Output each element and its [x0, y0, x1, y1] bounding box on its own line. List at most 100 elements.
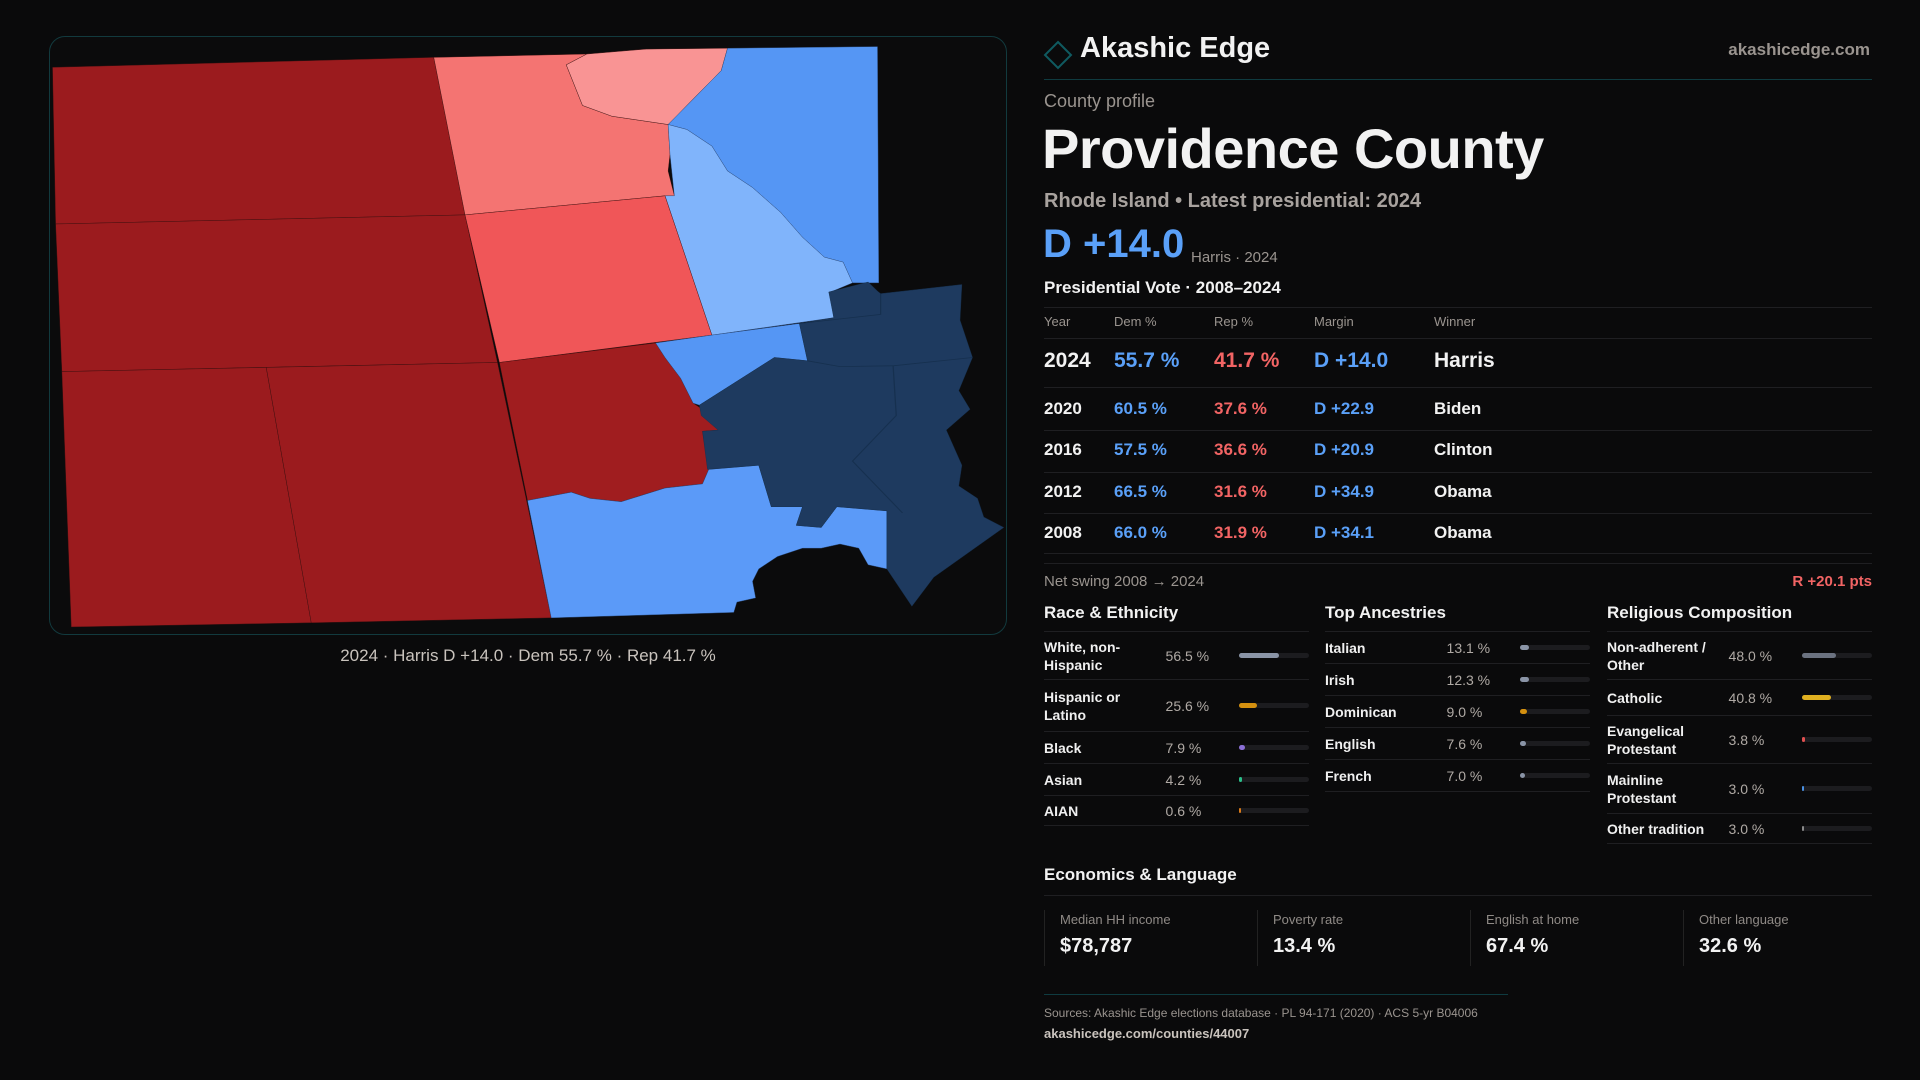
year-cell: 2012	[1044, 482, 1082, 501]
religion-section: Religious Composition Non-adherent / Othe…	[1607, 603, 1872, 844]
ancestry-bar-fill	[1520, 645, 1530, 650]
table-divider	[1044, 513, 1872, 514]
race-title: Race & Ethnicity	[1044, 603, 1309, 632]
winner-cell: Obama	[1434, 523, 1492, 542]
dem-pct-cell: 55.7 %	[1114, 349, 1180, 372]
religion-bar	[1802, 826, 1872, 831]
region-light-blue[interactable]	[664, 124, 853, 336]
ancestry-bar	[1520, 741, 1590, 746]
dem-pct-cell: 66.0 %	[1114, 523, 1167, 542]
ancestry-bar	[1520, 773, 1590, 778]
winner-cell: Harris	[1434, 349, 1495, 372]
ancestry-row: French 7.0 %	[1325, 760, 1590, 792]
ancestry-section: Top Ancestries Italian 13.1 % Irish 12.3 % Do…	[1325, 603, 1590, 792]
religion-title: Religious Composition	[1607, 603, 1872, 632]
religion-label: Evangelical Protestant	[1607, 722, 1685, 757]
column-header: Dem %	[1114, 314, 1157, 329]
race-label: Hispanic or Latino	[1044, 688, 1121, 723]
year-cell: 2020	[1044, 399, 1082, 418]
race-bar-fill	[1239, 653, 1279, 658]
column-header: Year	[1044, 314, 1071, 329]
footer-divider	[1044, 994, 1508, 995]
religion-row: Mainline Protestant 3.0 %	[1607, 764, 1872, 814]
table-divider	[1044, 563, 1872, 564]
ancestry-bar	[1520, 677, 1590, 682]
winner-cell: Biden	[1434, 399, 1482, 418]
race-row: AIAN 0.6 %	[1044, 796, 1309, 826]
table-divider	[1044, 553, 1872, 554]
rep-pct-cell: 31.6 %	[1214, 482, 1267, 501]
race-bar-fill	[1239, 703, 1258, 708]
ancestry-bar	[1520, 645, 1590, 650]
stat-card: Other language 32.6 %	[1683, 910, 1896, 966]
ancestry-label: Dominican	[1325, 703, 1397, 720]
race-bar-fill	[1239, 745, 1245, 750]
ancestry-value: 7.6 %	[1446, 735, 1483, 752]
net-swing-label: Net swing 2008 → 2024	[1044, 573, 1205, 590]
ancestry-bar	[1520, 709, 1590, 714]
site-link[interactable]: akashicedge.com	[1728, 40, 1870, 59]
rep-pct-cell: 37.6 %	[1214, 399, 1267, 418]
margin-cell: D +34.9	[1314, 482, 1375, 501]
ancestry-label: French	[1325, 767, 1372, 784]
stat-card: Poverty rate 13.4 %	[1257, 910, 1470, 966]
race-label: Asian	[1044, 771, 1083, 788]
religion-label: Non-adherent / Other	[1607, 638, 1706, 673]
stat-card: Median HH income $78,787	[1044, 910, 1257, 966]
ancestry-title: Top Ancestries	[1325, 603, 1590, 632]
race-label: AIAN	[1044, 802, 1079, 819]
margin-cell: D +14.0	[1314, 349, 1389, 372]
table-divider	[1044, 387, 1872, 388]
race-value: 56.5 %	[1165, 647, 1210, 664]
headline-margin: D +14.0	[1043, 222, 1185, 266]
race-value: 7.9 %	[1165, 739, 1202, 756]
race-value: 0.6 %	[1165, 802, 1202, 819]
county-map	[52, 46, 1005, 628]
table-divider	[1044, 338, 1872, 339]
dem-pct-cell: 66.5 %	[1114, 482, 1167, 501]
region-providence-metro[interactable]	[699, 281, 1005, 607]
stat-card: English at home 67.4 %	[1470, 910, 1683, 966]
race-bar	[1239, 745, 1309, 750]
ancestry-bar-fill	[1520, 677, 1529, 682]
ancestry-value: 12.3 %	[1446, 671, 1491, 688]
religion-label: Mainline Protestant	[1607, 771, 1677, 806]
race-bar-fill	[1239, 777, 1243, 782]
page-title: Providence County	[1042, 117, 1544, 180]
race-label: Black	[1044, 739, 1082, 756]
margin-cell: D +34.1	[1314, 523, 1375, 542]
race-row: Hispanic or Latino 25.6 %	[1044, 680, 1309, 732]
ancestry-value: 13.1 %	[1446, 639, 1491, 656]
stat-value: $78,787	[1060, 935, 1133, 957]
county-url[interactable]: akashicedge.com/counties/44007	[1044, 1026, 1250, 1041]
sources-text: Sources: Akashic Edge elections database…	[1044, 1006, 1478, 1020]
ancestry-bar-fill	[1520, 709, 1527, 714]
county-kicker: County profile	[1044, 91, 1156, 111]
religion-bar	[1802, 786, 1872, 791]
ancestry-row: Dominican 9.0 %	[1325, 696, 1590, 728]
map-caption: 2024 · Harris D +14.0 · Dem 55.7 % · Rep…	[340, 646, 716, 665]
region-w[interactable]	[55, 214, 498, 372]
winner-cell: Obama	[1434, 482, 1492, 501]
race-row: White, non-Hispanic 56.5 %	[1044, 632, 1309, 680]
region-nw[interactable]	[52, 57, 466, 225]
religion-bar	[1802, 653, 1872, 658]
ancestry-row: English 7.6 %	[1325, 728, 1590, 760]
stat-label: Other language	[1699, 912, 1789, 927]
ancestry-label: English	[1325, 735, 1376, 752]
stat-value: 67.4 %	[1486, 935, 1549, 957]
net-swing-value: R +20.1 pts	[1792, 573, 1872, 590]
rep-pct-cell: 36.6 %	[1214, 440, 1267, 459]
year-cell: 2008	[1044, 523, 1082, 542]
column-header: Margin	[1314, 314, 1354, 329]
religion-label: Other tradition	[1607, 820, 1705, 837]
ancestry-value: 9.0 %	[1446, 703, 1483, 720]
race-bar	[1239, 808, 1309, 813]
rep-pct-cell: 31.9 %	[1214, 523, 1267, 542]
religion-row: Catholic 40.8 %	[1607, 680, 1872, 716]
religion-value: 3.0 %	[1728, 780, 1765, 797]
race-value: 4.2 %	[1165, 771, 1202, 788]
stat-value: 13.4 %	[1273, 935, 1336, 957]
dem-pct-cell: 60.5 %	[1114, 399, 1167, 418]
winner-cell: Clinton	[1434, 440, 1493, 459]
